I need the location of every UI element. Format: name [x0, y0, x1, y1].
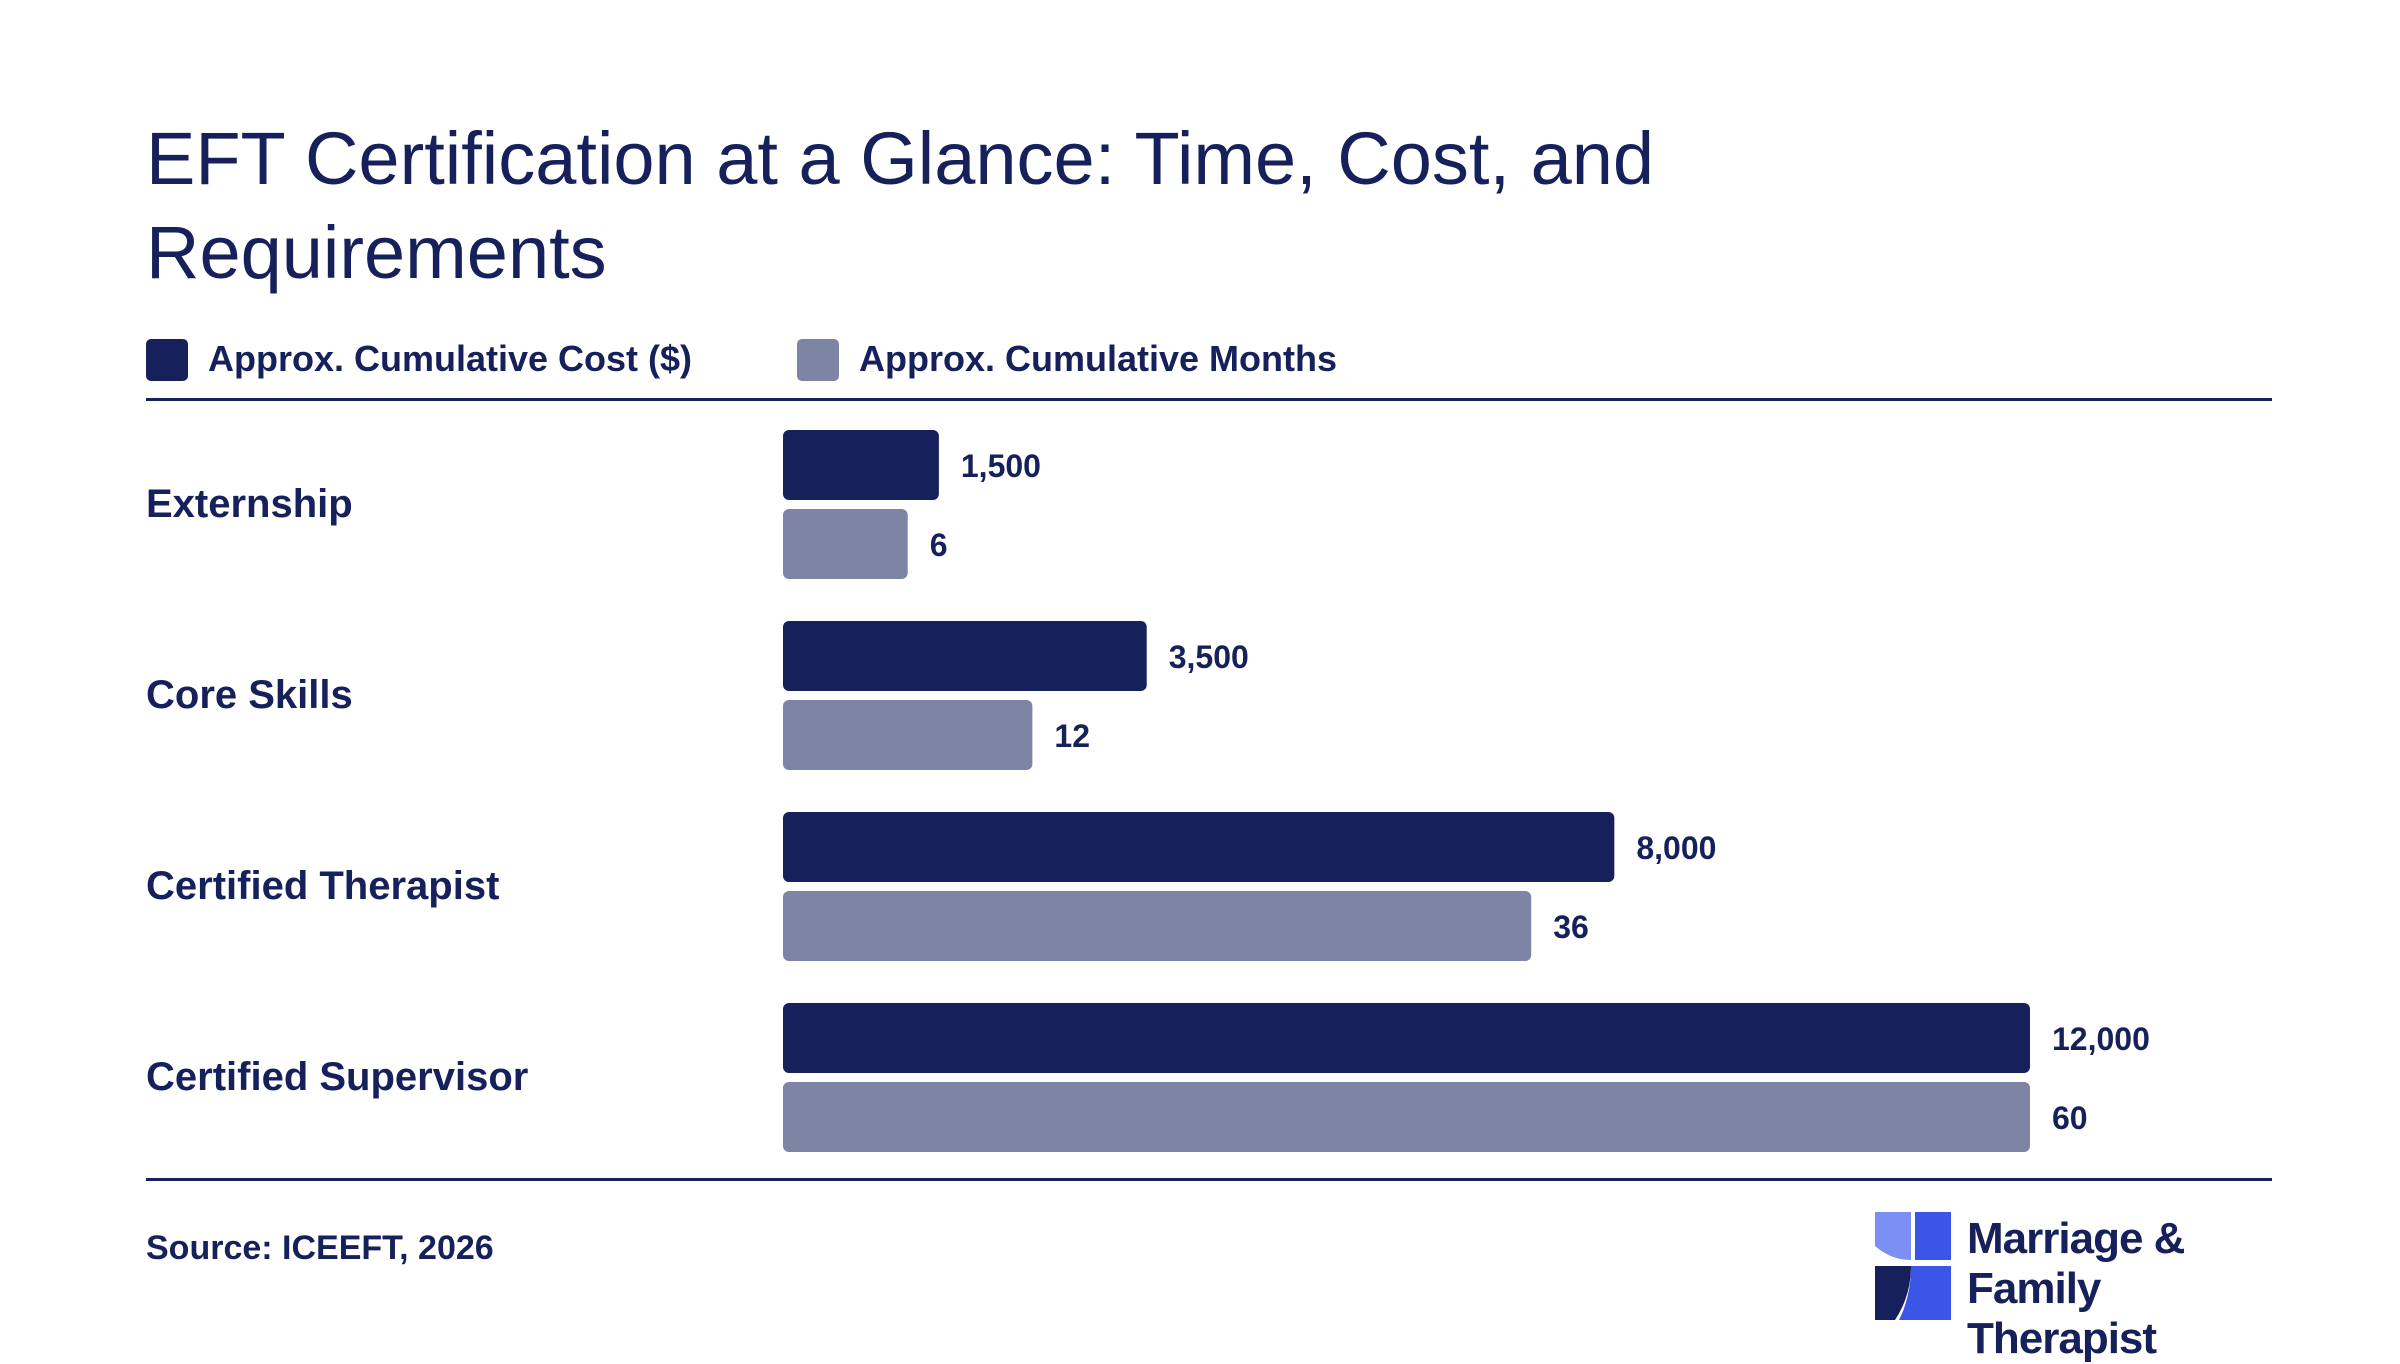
- months-bar: [783, 1082, 2030, 1152]
- cost-bar: [783, 621, 1147, 691]
- months-value-label: 36: [1553, 909, 1589, 945]
- cost-value-label: 8,000: [1636, 830, 1716, 866]
- months-value-label: 12: [1054, 718, 1090, 754]
- months-bar: [783, 891, 1532, 961]
- cost-value-label: 12,000: [2052, 1021, 2150, 1057]
- legend-label-cost: Approx. Cumulative Cost ($): [208, 338, 693, 379]
- months-bar: [783, 700, 1033, 770]
- months-value-label: 60: [2052, 1100, 2088, 1136]
- legend-swatch-cost: [146, 339, 188, 381]
- brand-logo: Marriage & Family Therapist: [1875, 1212, 2275, 1363]
- brand-name: Marriage & Family Therapist: [1967, 1214, 2185, 1363]
- cost-bar: [783, 430, 939, 500]
- months-value-label: 6: [930, 527, 948, 563]
- category-label: Certified Therapist: [146, 864, 499, 908]
- category-label: Externship: [146, 482, 353, 526]
- months-bar: [783, 509, 908, 579]
- cost-value-label: 1,500: [961, 448, 1041, 484]
- legend-label-months: Approx. Cumulative Months: [859, 338, 1338, 379]
- category-label: Certified Supervisor: [146, 1055, 528, 1099]
- page-title: EFT Certification at a Glance: Time, Cos…: [146, 117, 1655, 294]
- cost-bar: [783, 1003, 2030, 1073]
- legend-swatch-months: [797, 339, 839, 381]
- bottom-divider: [146, 1178, 2272, 1181]
- source-note: Source: ICEEFT, 2026: [146, 1229, 494, 1267]
- cost-value-label: 3,500: [1169, 639, 1249, 675]
- cost-bar: [783, 812, 1615, 882]
- brand-mark-icon: [1875, 1212, 1951, 1320]
- category-label: Core Skills: [146, 673, 353, 717]
- top-divider: [146, 398, 2272, 401]
